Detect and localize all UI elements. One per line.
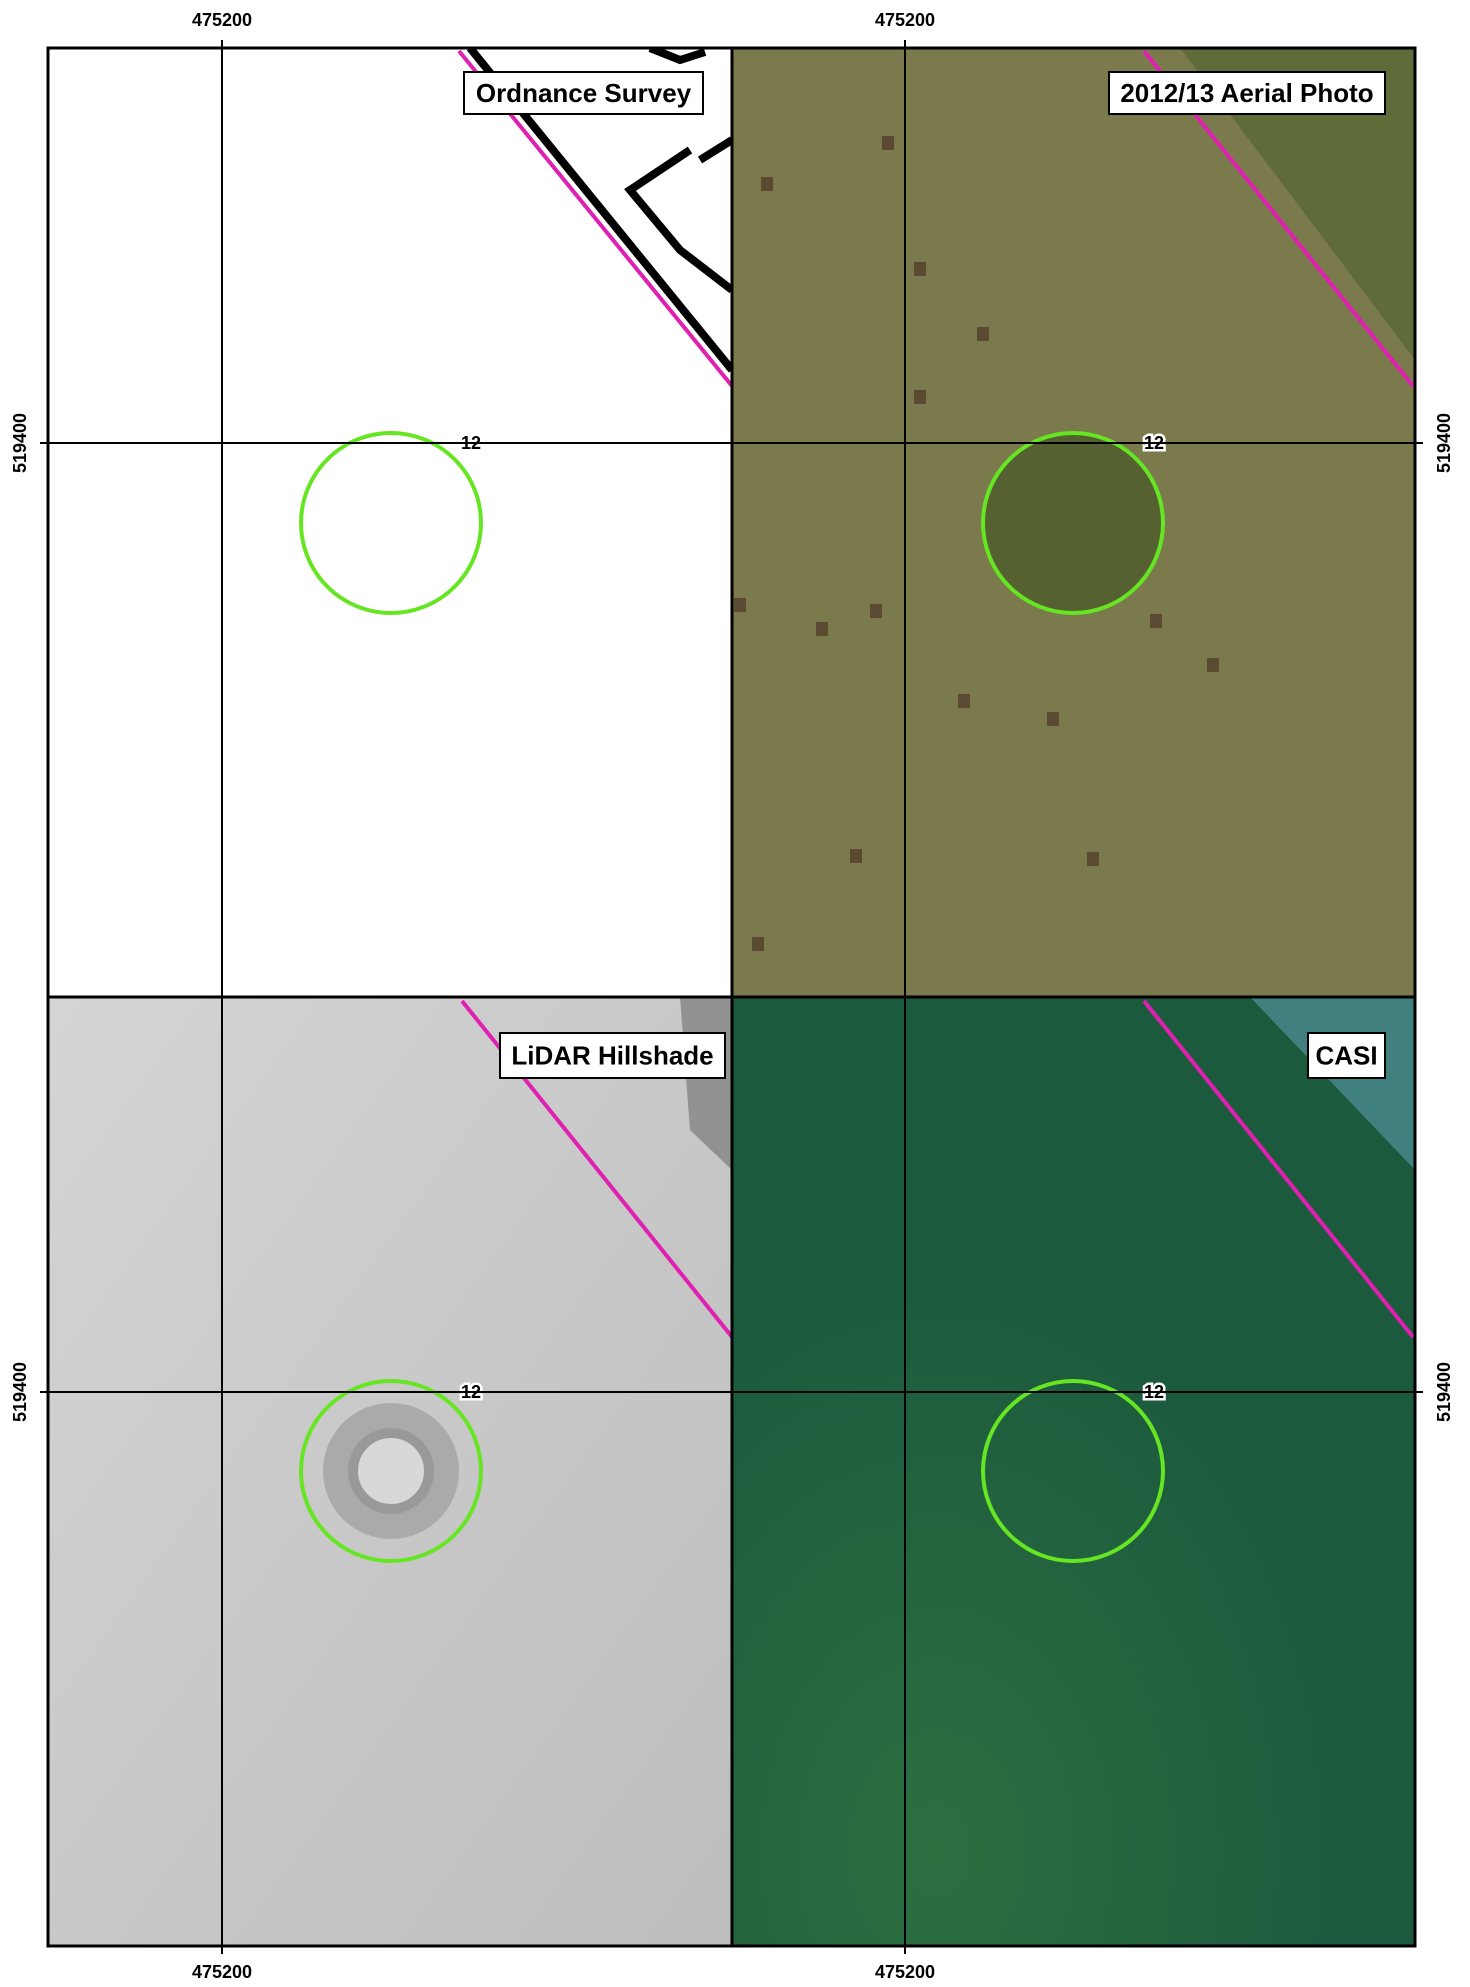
panel-bg (732, 997, 1415, 1946)
frame (46, 46, 1417, 1948)
y-coord-label: 519400 (10, 413, 30, 473)
hay-bale (1150, 614, 1162, 628)
hay-bale (816, 622, 828, 636)
field-edge (1180, 48, 1415, 360)
x-coord-label: 475200 (192, 1962, 252, 1982)
y-coord-label: 519400 (10, 1362, 30, 1422)
y-coord-label: 519400 (1434, 413, 1454, 473)
site-circle (981, 431, 1165, 615)
hay-bale (977, 327, 989, 341)
panel-title: 2012/13 Aerial Photo (1120, 78, 1373, 108)
x-coord-label: 475200 (192, 10, 252, 30)
hay-bale (734, 598, 746, 612)
x-coord-label: 475200 (875, 10, 935, 30)
panel (981, 999, 1415, 1563)
site-circle (981, 1379, 1165, 1563)
hay-bale (870, 604, 882, 618)
hay-bale (914, 262, 926, 276)
site-circle (299, 1379, 483, 1563)
title-box (463, 71, 704, 115)
hay-bale (1207, 658, 1219, 672)
panel-title: Ordnance Survey (476, 78, 692, 108)
hay-bale (914, 390, 926, 404)
panel-title: LiDAR Hillshade (511, 1041, 713, 1071)
title-box (499, 1032, 726, 1079)
panel-title: CASI (1315, 1041, 1377, 1071)
hay-bale (761, 177, 773, 191)
site-circle (299, 431, 483, 615)
hay-bale (752, 937, 764, 951)
grid (40, 40, 1423, 1954)
boundary-line (1142, 999, 1415, 1339)
y-coord-label: 519400 (1434, 1362, 1454, 1422)
panel-bg (48, 48, 732, 997)
hay-bale (1047, 712, 1059, 726)
hay-bale (958, 694, 970, 708)
hay-bale (882, 136, 894, 150)
hay-bale (1087, 852, 1099, 866)
hay-bale (850, 849, 862, 863)
x-coord-label: 475200 (875, 1962, 935, 1982)
title-box (1108, 71, 1386, 115)
title-box (1307, 1032, 1386, 1079)
